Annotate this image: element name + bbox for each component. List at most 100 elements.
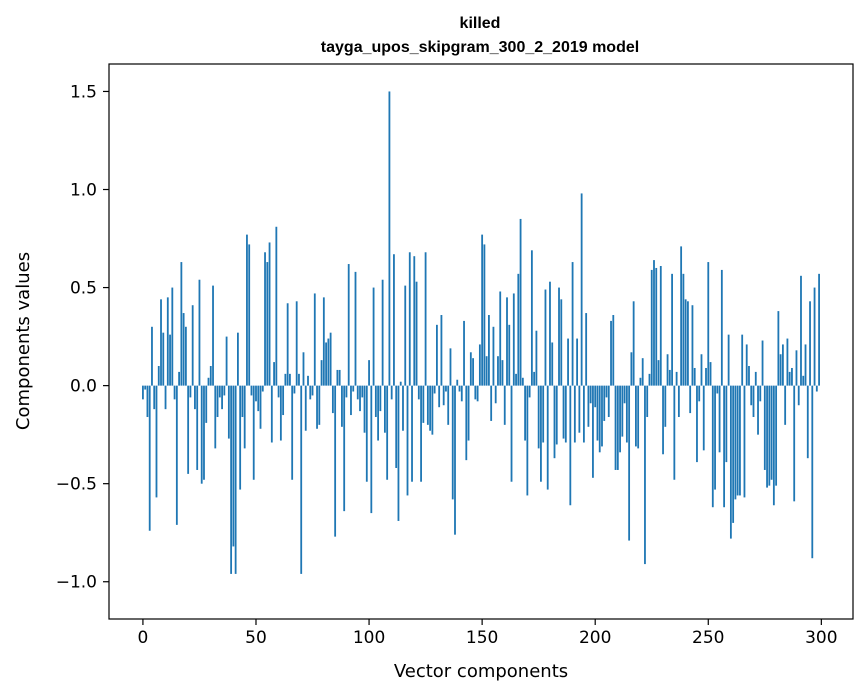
bar-269 (750, 385, 753, 406)
bar-127 (429, 385, 432, 431)
bar-71 (302, 352, 305, 386)
bar-214 (625, 385, 628, 443)
bar-184 (558, 287, 560, 386)
bar-85 (334, 385, 337, 537)
bar-15 (175, 385, 178, 525)
bar-88 (341, 385, 343, 427)
bar-40 (232, 385, 235, 547)
bar-14 (173, 385, 176, 400)
bar-32 (214, 385, 217, 449)
bar-121 (415, 281, 418, 386)
bar-296 (811, 385, 814, 559)
bar-291 (800, 275, 802, 386)
bar-132 (440, 315, 443, 386)
bar-109 (388, 91, 391, 386)
chart-title: killed (460, 15, 501, 32)
bar-59 (275, 226, 278, 386)
bar-100 (368, 360, 370, 386)
bar-135 (447, 385, 450, 425)
bar-231 (664, 385, 667, 427)
bar-53 (261, 385, 264, 392)
bar-161 (506, 297, 508, 386)
bar-129 (433, 385, 436, 394)
bar-270 (752, 385, 755, 418)
bar-195 (582, 385, 585, 443)
bar-223 (646, 385, 649, 418)
chart-subtitle: tayga_upos_skipgram_300_2_2019 model (321, 39, 639, 56)
bar-73 (307, 375, 309, 386)
bar-201 (596, 385, 599, 441)
bar-4 (151, 326, 153, 386)
bar-52 (259, 385, 262, 429)
bar-131 (438, 385, 441, 408)
bar-232 (666, 354, 669, 386)
bar-234 (671, 273, 673, 386)
bar-173 (533, 371, 536, 386)
bar-45 (243, 385, 246, 449)
bar-56 (268, 242, 271, 386)
bar-168 (521, 377, 524, 386)
bar-31 (212, 285, 214, 386)
bar-185 (560, 299, 563, 386)
bar-192 (576, 338, 579, 386)
bar-91 (347, 264, 350, 386)
bar-239 (682, 273, 685, 386)
bar-225 (650, 269, 653, 386)
bar-24 (196, 385, 199, 470)
bar-190 (571, 262, 574, 386)
bar-5 (153, 385, 156, 410)
bar-199 (592, 385, 594, 478)
bar-55 (266, 262, 269, 386)
bar-209 (614, 385, 617, 470)
bar-82 (327, 338, 330, 386)
bar-188 (567, 338, 569, 386)
bar-101 (370, 385, 373, 514)
bar-182 (553, 385, 556, 459)
bar-1 (144, 385, 147, 390)
bar-141 (460, 385, 463, 402)
bar-25 (198, 279, 201, 386)
bar-217 (632, 301, 635, 386)
bar-174 (535, 330, 538, 386)
bar-123 (420, 385, 422, 482)
bar-136 (449, 348, 452, 386)
bar-175 (537, 385, 540, 449)
bar-273 (759, 385, 762, 402)
bar-213 (623, 385, 626, 404)
bar-277 (768, 385, 771, 486)
bar-249 (705, 367, 707, 386)
bar-104 (377, 385, 380, 441)
bar-111 (393, 254, 395, 386)
bar-251 (709, 362, 712, 386)
bar-171 (528, 385, 531, 398)
bar-113 (397, 385, 400, 521)
bar-186 (562, 385, 565, 439)
bar-69 (298, 373, 300, 386)
bar-92 (350, 385, 352, 416)
bar-263 (736, 385, 739, 496)
bar-9 (162, 332, 165, 386)
bar-271 (754, 371, 757, 386)
bar-105 (379, 385, 382, 412)
bar-3 (148, 385, 151, 531)
bar-60 (277, 385, 280, 398)
bar-238 (680, 246, 683, 386)
bar-255 (718, 385, 721, 453)
bar-250 (707, 262, 710, 386)
bar-279 (772, 385, 775, 506)
bar-245 (696, 385, 698, 463)
bar-289 (795, 350, 798, 386)
x-tick-label: 300 (805, 628, 837, 648)
bar-178 (544, 289, 547, 386)
bar-162 (508, 324, 511, 386)
x-tick-label: 0 (138, 628, 149, 648)
bar-247 (700, 354, 703, 386)
bar-205 (605, 385, 608, 398)
bar-163 (510, 385, 513, 482)
bar-112 (395, 385, 398, 468)
x-axis-ticks: 0 50 100 150 200 250 300 (138, 619, 838, 648)
bar-126 (426, 385, 429, 425)
bar-80 (322, 297, 325, 386)
bar-177 (542, 385, 545, 443)
bar-169 (524, 385, 526, 441)
